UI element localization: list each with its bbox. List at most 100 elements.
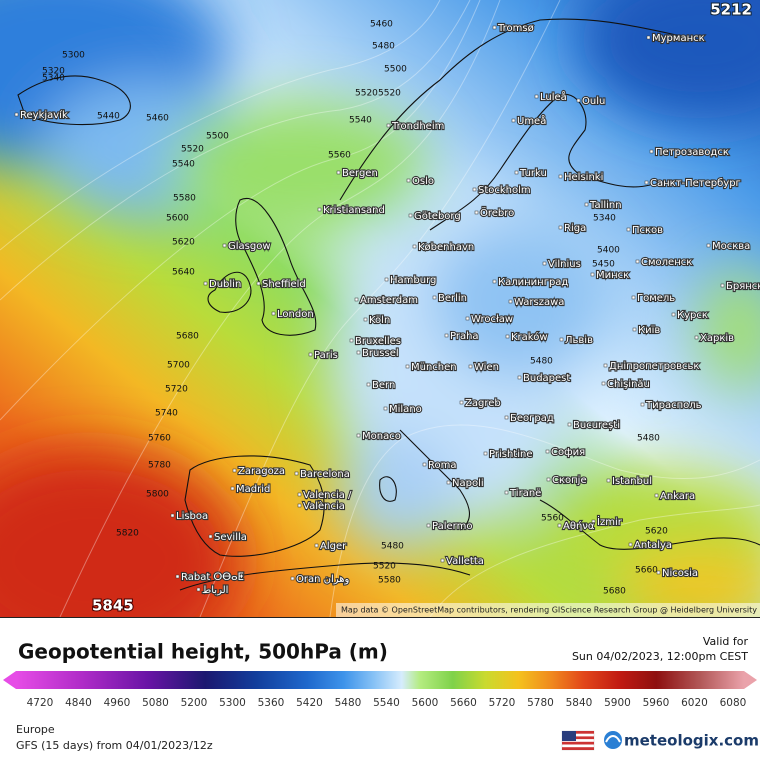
city-marker [175,574,180,579]
city-marker [459,400,464,405]
city-label: Bern [372,380,395,391]
colorbar-tick-label: 4720 [27,697,54,709]
city-marker [468,364,473,369]
city-label: Kraków [511,331,548,343]
city-marker [297,492,302,497]
city-marker [349,338,354,343]
contour-label: 5640 [172,268,195,278]
city-label: Valencia / [303,490,352,501]
city-label: Калининград [498,277,568,288]
contour-lines [0,0,760,617]
city-label: Sevilla [214,532,247,543]
city-label: Palermo [432,521,472,532]
city-label: Мурманск [652,33,705,44]
city-label: Bergen [342,168,378,179]
city-marker [446,480,451,485]
city-label: Göteborg [414,211,461,222]
city-marker [271,311,276,316]
city-marker [601,381,606,386]
coastlines [17,18,760,591]
city-marker [208,534,213,539]
logo: meteologix.com [604,731,759,750]
city-label: Berlin [438,293,467,304]
city-label: Rabat ⵔⴱⴰⵟ [181,572,244,583]
city-label: Ankara [660,491,695,502]
city-marker [576,98,581,103]
city-marker [514,170,519,175]
city-label: Turku [519,168,547,179]
contour-label: 5800 [146,490,169,500]
city-label: Nicosia [662,568,698,579]
city-label: Budapest [523,373,570,384]
contour-label: 5540 [172,160,195,170]
city-label: Paris [314,350,338,361]
city-label: Смоленск [641,257,692,268]
contour-label: 5500 [384,65,407,75]
city-label: Glasgow [228,241,271,252]
city-marker [170,513,175,518]
city-marker [720,283,725,288]
city-marker [432,295,437,300]
contour-label: 5560 [541,514,564,524]
city-label: Минск [596,270,629,281]
city-label: Sheffield [262,279,306,290]
city-label: Петрозаводск [655,147,729,158]
city-label: Stockholm [478,185,531,196]
city-marker [222,243,227,248]
city-marker [631,295,636,300]
city-label: Riga [564,223,586,234]
contour-label: 5820 [116,529,139,539]
city-marker [504,415,509,420]
city-label: Örebro [480,206,514,219]
city-label: Brussel [362,348,399,359]
city-marker [203,281,208,286]
city-label: Брянск [726,281,760,292]
city-label: Oslo [412,176,434,187]
city-marker [384,277,389,282]
flag [561,730,595,751]
city-label: Dublin [209,279,241,290]
city-label: Valletta [446,556,484,567]
city-label: London [277,309,314,320]
city-label: Tromsø [497,23,534,34]
city-marker [230,486,235,491]
contour-label: 5700 [167,361,190,371]
city-label: Barcelona [300,469,350,480]
city-label: Wien [474,362,499,373]
city-label: Тирасполь [645,400,702,411]
field-shading [0,0,760,617]
city-marker [232,468,237,473]
contour-label: 5580 [378,576,401,586]
city-label: København [418,242,474,253]
city-label: Amsterdam [360,295,418,306]
city-label: Praha [450,331,479,342]
city-marker [626,227,631,232]
city-marker [567,422,572,427]
city-label: Kristiansand [323,205,385,216]
city-marker [646,35,651,40]
city-marker [444,333,449,338]
brand: meteologix.com [624,732,759,750]
city-label: Trondheim [391,121,444,132]
colorbar-tick-label: 6080 [720,697,747,709]
city-label: Скопје [552,474,587,486]
colorbar-tick-label: 5540 [373,697,400,709]
city-label: Харків [700,332,734,344]
city-label: Београд [510,413,554,424]
city-marker [706,243,711,248]
city-label: Zagreb [465,398,501,409]
attribution-box [336,603,760,617]
city-marker [308,352,313,357]
city-label: Umeå [517,114,546,127]
city-marker [492,25,497,30]
city-marker [290,576,295,581]
city-marker [386,123,391,128]
city-marker [408,213,413,218]
colorbar-strip [16,671,744,689]
city-marker [694,335,699,340]
contour-label: 5780 [148,461,171,471]
city-marker [606,478,611,483]
city-marker [557,523,562,528]
city-label: Київ [638,325,660,336]
